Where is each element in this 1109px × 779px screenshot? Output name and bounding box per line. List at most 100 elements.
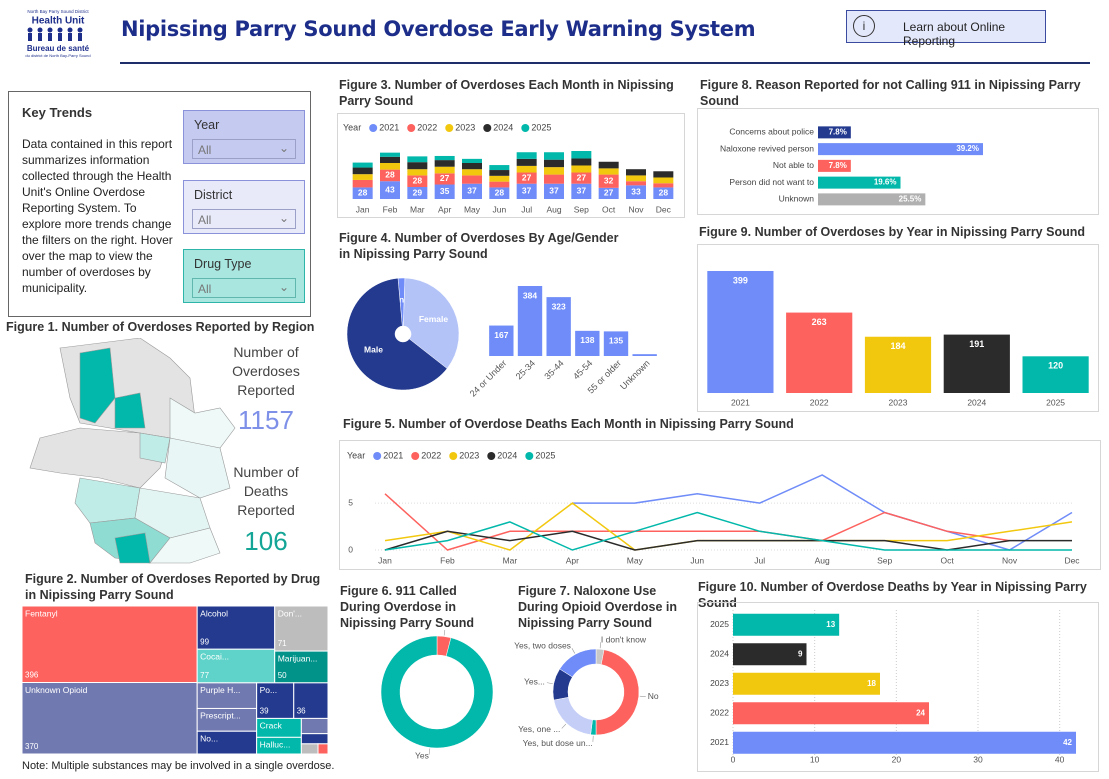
y-tick-label: 2021 (710, 737, 729, 747)
leader-line (546, 682, 553, 685)
bar-segment (571, 165, 592, 173)
leader-line (428, 748, 431, 755)
bar-segment (462, 183, 482, 199)
filter-dropdown[interactable]: All ⌄ (192, 278, 296, 298)
slice-label: Female (419, 314, 449, 324)
map-region[interactable] (149, 527, 221, 564)
x-tick-label: 2024 (967, 397, 986, 407)
data-label: 37 (577, 186, 587, 196)
district-filter[interactable]: District All ⌄ (183, 180, 305, 234)
tile-value: 77 (200, 671, 209, 680)
figure-title: Figure 5. Number of Overdose Deaths Each… (343, 417, 794, 431)
filter-label: Year (194, 118, 220, 132)
bar-segment (626, 181, 646, 186)
treemap: Fentanyl 396 Unknown Opioid 370 Alcohol 99 Coc… (22, 606, 328, 754)
tile-label: Cocai... (200, 651, 229, 661)
x-tick-label: 25-34 (514, 358, 537, 381)
x-tick-label: 2021 (731, 397, 750, 407)
data-label: 384 (523, 290, 537, 300)
chart-panel (337, 113, 685, 218)
line-chart: Year 2021 2022 2023 2024 2025 0 5 Jan Feb Mar Apr Ma… (347, 450, 1080, 565)
bar-segment (571, 158, 592, 166)
bar-segment (598, 174, 619, 188)
drug-type-filter[interactable]: Drug Type All ⌄ (183, 249, 305, 303)
map-region[interactable] (139, 432, 171, 464)
data-label: 33 (631, 186, 641, 196)
bar-segment (626, 185, 646, 199)
chart-panel (697, 602, 1099, 772)
filter-dropdown[interactable]: All ⌄ (192, 209, 296, 229)
legend-marker (369, 124, 378, 132)
data-label: 28 (358, 187, 368, 197)
figure-title: Figure 4. Number of Overdoses By Age/Gen… (339, 231, 619, 261)
filter-label: Drug Type (194, 257, 252, 271)
x-tick-label: Dec (656, 204, 672, 214)
slice-label: I don't know (601, 634, 647, 644)
x-tick-label: 24 or Under (468, 358, 509, 399)
x-tick-label: Jan (356, 204, 370, 214)
logo-text: North Bay Parry Sound District (27, 9, 89, 14)
bar-segment (352, 167, 373, 175)
chart-panel (697, 108, 1099, 215)
filter-dropdown[interactable]: All ⌄ (192, 139, 296, 159)
tile-value: 50 (278, 671, 287, 680)
button-label: Learn about Online Reporting (903, 20, 1006, 48)
y-tick-label: 0 (348, 544, 353, 554)
bar-segment (626, 175, 646, 182)
bar-segment (544, 174, 564, 184)
bar (733, 643, 807, 666)
x-tick-label: Sep (877, 555, 892, 565)
data-label: 27 (604, 188, 614, 198)
year-filter[interactable]: Year All ⌄ (183, 110, 305, 164)
x-tick-label: Jan (378, 555, 392, 565)
legend-label: 2021 (383, 450, 403, 460)
bar (943, 334, 1010, 393)
bar-segment (544, 167, 564, 175)
bar (818, 176, 901, 189)
map-region[interactable] (114, 392, 146, 429)
bar-segment (434, 173, 455, 185)
x-tick-label: Nov (1002, 555, 1018, 565)
x-tick-label: 40 (1055, 754, 1065, 764)
data-label: 184 (890, 341, 905, 351)
tile-label: No... (200, 733, 218, 743)
bar (1022, 356, 1089, 393)
data-label: 25.5% (899, 194, 922, 203)
treemap-tile (22, 606, 198, 684)
bar-segment (598, 187, 619, 199)
map-region[interactable] (79, 347, 116, 424)
data-label: 37 (549, 186, 559, 196)
x-tick-label: Oct (940, 555, 954, 565)
legend-marker (411, 452, 420, 460)
data-label: 37 (467, 186, 477, 196)
legend-label: 2025 (535, 450, 555, 460)
y-tick-label: 2024 (710, 649, 729, 659)
region-map[interactable] (20, 338, 240, 573)
donut-slice (559, 648, 597, 678)
bar (733, 702, 929, 725)
bar-segment (489, 187, 510, 199)
line-series (384, 511, 1072, 551)
bar-segment (653, 187, 674, 199)
x-tick-label: Aug (815, 555, 830, 565)
legend-label: 2023 (459, 450, 479, 460)
map-region[interactable] (164, 437, 231, 499)
map-region[interactable] (29, 427, 171, 489)
data-label: 167 (494, 330, 508, 340)
map-region[interactable] (114, 532, 151, 564)
treemap-tile (300, 717, 328, 735)
bar-segment (380, 152, 400, 157)
data-label: 28 (385, 170, 395, 180)
info-icon: i (853, 15, 875, 37)
data-label: 18 (867, 679, 876, 688)
data-label: 323 (552, 301, 566, 311)
filter-value: All (198, 213, 212, 227)
key-trends-title: Key Trends (22, 105, 93, 120)
bar-segment (544, 152, 564, 160)
treemap-tile (317, 743, 328, 754)
learn-button[interactable]: i Learn about Online Reporting (846, 10, 1046, 48)
bar-segment (434, 155, 455, 161)
bar-segment (380, 181, 400, 199)
leader-line (561, 723, 567, 729)
line-series (384, 493, 1010, 551)
